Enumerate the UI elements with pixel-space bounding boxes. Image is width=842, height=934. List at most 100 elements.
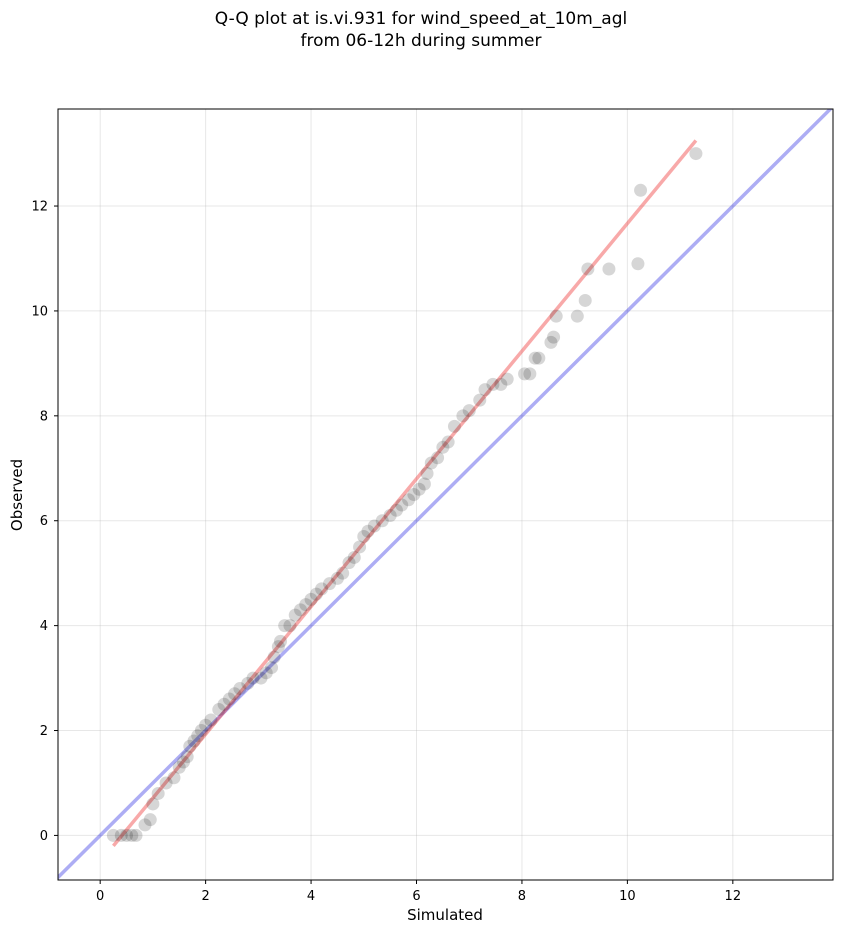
- qq-point: [194, 724, 208, 738]
- qq-point: [549, 309, 563, 323]
- qq-point: [228, 687, 242, 701]
- qq-point: [265, 661, 279, 675]
- y-tick-label: 8: [40, 409, 48, 424]
- y-tick-label: 0: [40, 829, 48, 844]
- qq-point: [125, 828, 139, 842]
- qq-point: [191, 729, 205, 743]
- qq-point: [151, 786, 165, 800]
- qq-point: [462, 404, 476, 418]
- qq-point: [581, 262, 595, 276]
- qq-point: [473, 393, 487, 407]
- qq-point: [383, 508, 397, 522]
- qq-point: [402, 493, 416, 507]
- x-tick-label: 10: [619, 889, 636, 904]
- qq-point: [478, 383, 492, 397]
- qq-point: [294, 603, 308, 617]
- qq-point: [395, 498, 409, 512]
- qq-point: [304, 592, 318, 606]
- qq-point: [217, 697, 231, 711]
- y-tick-label: 10: [31, 304, 48, 319]
- x-axis-label: Simulated: [407, 906, 483, 924]
- qq-point: [389, 503, 403, 517]
- qq-point: [254, 671, 268, 685]
- chart-title: Q-Q plot at is.vi.931 for wind_speed_at_…: [214, 9, 628, 29]
- qq-point: [436, 440, 450, 454]
- qq-point: [347, 550, 361, 564]
- x-tick-label: 0: [96, 889, 104, 904]
- x-tick-label: 12: [725, 889, 742, 904]
- chart-subtitle: from 06-12h during summer: [300, 31, 542, 51]
- x-tick-label: 6: [412, 889, 420, 904]
- qq-point: [114, 828, 128, 842]
- x-axis-ticks: 0 2 4 6 8 10 12: [96, 880, 741, 904]
- y-tick-label: 6: [40, 514, 48, 529]
- qq-point: [528, 351, 542, 365]
- qq-point: [299, 598, 313, 612]
- qq-point: [120, 828, 134, 842]
- qq-point: [180, 750, 194, 764]
- qq-point: [375, 514, 389, 528]
- qq-point: [547, 330, 561, 344]
- qq-point: [212, 703, 226, 717]
- qq-point: [271, 640, 285, 654]
- x-tick-label: 2: [201, 889, 209, 904]
- qq-point: [330, 571, 344, 585]
- qq-point: [146, 797, 160, 811]
- qq-point: [631, 257, 645, 271]
- qq-point: [456, 409, 470, 423]
- qq-point: [241, 676, 255, 690]
- qq-point: [288, 608, 302, 622]
- qq-point: [689, 147, 703, 161]
- qq-point: [342, 556, 356, 570]
- qq-point: [544, 335, 558, 349]
- qq-point: [159, 776, 173, 790]
- qq-point: [233, 682, 247, 696]
- x-tick-label: 4: [307, 889, 315, 904]
- points-layer: [106, 147, 703, 842]
- qq-point: [259, 666, 273, 680]
- qq-point: [283, 619, 297, 633]
- qq-point: [431, 451, 445, 465]
- y-axis-label: Observed: [8, 459, 26, 531]
- qq-point: [167, 771, 181, 785]
- qq-point: [494, 377, 508, 391]
- y-tick-label: 12: [31, 200, 48, 215]
- qq-point: [424, 456, 438, 470]
- y-tick-label: 2: [40, 724, 48, 739]
- plot-frame: [57, 108, 834, 881]
- qq-point: [367, 519, 381, 533]
- qq-point: [183, 739, 197, 753]
- qq-point: [523, 367, 537, 381]
- grid-lines: [58, 109, 833, 880]
- qq-point: [407, 488, 421, 501]
- qq-point: [486, 377, 500, 391]
- qq-point: [412, 482, 426, 496]
- fit-line: [112, 139, 698, 848]
- qq-point: [222, 692, 236, 706]
- qq-point: [570, 309, 584, 323]
- qq-point: [172, 760, 186, 774]
- y-tick-label: 4: [40, 619, 48, 634]
- qq-point: [309, 587, 323, 601]
- qq-point: [106, 828, 120, 842]
- qq-point: [315, 582, 329, 596]
- reference-line-1to1: [58, 109, 833, 880]
- lines-layer: [58, 109, 833, 880]
- qq-point: [353, 540, 367, 554]
- qq-point: [500, 372, 514, 386]
- qq-point: [204, 713, 218, 727]
- qq-point: [129, 828, 143, 842]
- qq-point: [578, 293, 592, 307]
- qq-point: [246, 671, 260, 685]
- qq-point: [323, 577, 337, 591]
- qq-point: [518, 367, 532, 381]
- qq-point: [420, 467, 434, 481]
- qq-point: [447, 419, 461, 433]
- qq-point: [187, 734, 201, 748]
- qq-point: [441, 435, 455, 449]
- qq-point: [634, 183, 648, 197]
- qq-point: [199, 718, 213, 732]
- x-tick-label: 8: [518, 889, 526, 904]
- qq-point: [602, 262, 616, 276]
